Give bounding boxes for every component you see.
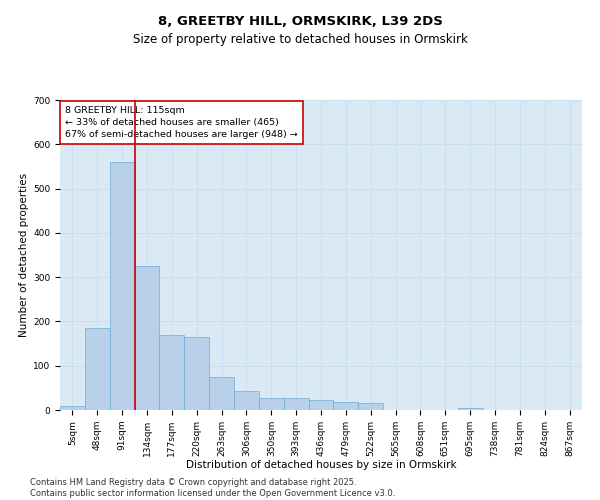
Bar: [134, 266, 160, 410]
Bar: [308, 400, 334, 410]
Text: 8 GREETBY HILL: 115sqm
← 33% of detached houses are smaller (465)
67% of semi-de: 8 GREETBY HILL: 115sqm ← 33% of detached…: [65, 106, 298, 139]
Bar: [234, 392, 259, 410]
Y-axis label: Number of detached properties: Number of detached properties: [19, 173, 29, 337]
Bar: [358, 404, 383, 410]
Bar: [110, 162, 134, 410]
Bar: [160, 334, 184, 410]
Bar: [60, 406, 85, 410]
Bar: [284, 398, 308, 410]
Bar: [85, 328, 110, 410]
Text: Contains HM Land Registry data © Crown copyright and database right 2025.
Contai: Contains HM Land Registry data © Crown c…: [30, 478, 395, 498]
Bar: [259, 398, 284, 410]
Bar: [209, 377, 234, 410]
Text: Size of property relative to detached houses in Ormskirk: Size of property relative to detached ho…: [133, 32, 467, 46]
X-axis label: Distribution of detached houses by size in Ormskirk: Distribution of detached houses by size …: [185, 460, 457, 470]
Bar: [184, 337, 209, 410]
Bar: [458, 408, 482, 410]
Text: 8, GREETBY HILL, ORMSKIRK, L39 2DS: 8, GREETBY HILL, ORMSKIRK, L39 2DS: [158, 15, 442, 28]
Bar: [334, 402, 358, 410]
